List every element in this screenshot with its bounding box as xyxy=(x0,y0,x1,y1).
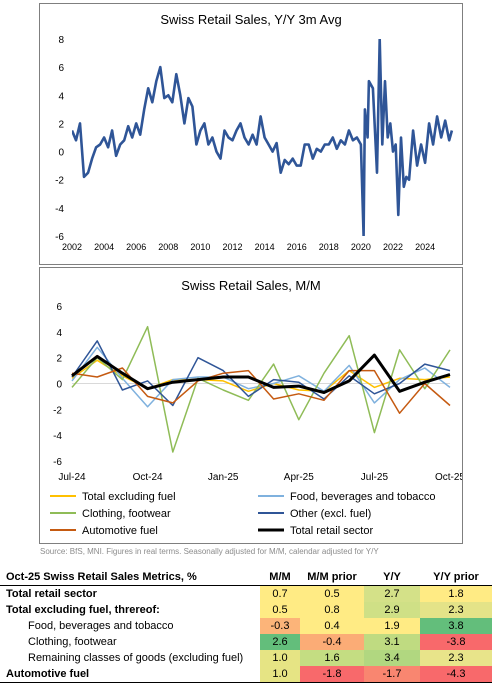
x-tick-label: 2018 xyxy=(319,242,339,252)
y-tick-label: 4 xyxy=(58,91,64,102)
table-cell: 2.7 xyxy=(364,585,420,602)
legend-label: Food, beverages and tobacco xyxy=(290,491,436,503)
series-line-4 xyxy=(71,367,451,414)
x-tick-label: 2008 xyxy=(158,242,178,252)
y-tick-label: -6 xyxy=(55,232,64,243)
x-tick-label: Jul-25 xyxy=(361,472,389,483)
x-tick-label: 2004 xyxy=(94,242,114,252)
table-cell: 2.9 xyxy=(364,602,420,618)
table-cell: 2.3 xyxy=(420,650,492,666)
row-label: Total excluding fuel, threreof: xyxy=(6,604,160,616)
series-line-2 xyxy=(71,325,451,453)
mm-chart-panel: Swiss Retail Sales, M/M 6 4 2 0 -2 -4 -6 Jul-2… xyxy=(39,267,465,544)
legend-label: Total excluding fuel xyxy=(82,491,176,503)
table-cell: 0.5 xyxy=(260,602,300,618)
table-cell: 1.9 xyxy=(364,618,420,634)
y-tick-label: -2 xyxy=(53,405,62,416)
chart-title: Swiss Retail Sales, Y/Y 3m Avg xyxy=(160,12,341,27)
table-cell: -1.7 xyxy=(364,666,420,683)
metrics-table: Oct-25 Swiss Retail Sales Metrics, % M/M… xyxy=(0,569,492,683)
table-row: Food, beverages and tobacco -0.3 0.4 1.9 3.8 xyxy=(0,618,492,634)
legend-label: Other (excl. fuel) xyxy=(290,508,371,520)
table-cell: -0.4 xyxy=(300,634,364,650)
yy-chart-panel: Swiss Retail Sales, Y/Y 3m Avg 8 6 4 2 0 -2 -4… xyxy=(39,3,463,265)
column-header: Y/Y prior xyxy=(420,569,492,586)
x-tick-label: 2016 xyxy=(287,242,307,252)
column-header: M/M xyxy=(260,569,300,586)
series-line-5 xyxy=(71,353,451,394)
table-cell: -4.3 xyxy=(420,666,492,683)
row-label: Automotive fuel xyxy=(0,666,260,683)
table-row: Clothing, footwear 2.6 -0.4 3.1 -3.8 xyxy=(0,634,492,650)
table-cell: -0.3 xyxy=(260,618,300,634)
legend-label: Clothing, footwear xyxy=(82,508,171,520)
x-tick-label: Jul-24 xyxy=(58,472,86,483)
x-tick-label: 2022 xyxy=(383,242,403,252)
x-tick-label: 2012 xyxy=(222,242,242,252)
legend-label: Total retail sector xyxy=(290,525,373,537)
table-cell: 1.0 xyxy=(260,666,300,683)
y-tick-label: -2 xyxy=(55,176,64,187)
chart-title: Swiss Retail Sales, M/M xyxy=(181,278,320,293)
x-tick-label: 2014 xyxy=(255,242,275,252)
mm-chart: Swiss Retail Sales, M/M 6 4 2 0 -2 -4 -6 Jul-2… xyxy=(50,278,465,537)
y-tick-label: 0 xyxy=(56,380,62,391)
y-tick-label: 8 xyxy=(58,35,64,46)
column-header: M/M prior xyxy=(300,569,364,586)
source-note: Source: BfS, MNI. Figures in real terms.… xyxy=(40,547,379,556)
y-tick-label: -4 xyxy=(53,431,62,442)
table-row: Remaining classes of goods (excluding fu… xyxy=(0,650,492,666)
table-row: Total excluding fuel, threreof: 0.5 0.8 2.9… xyxy=(0,602,492,618)
table-cell: 3.8 xyxy=(420,618,492,634)
y-tick-label: 0 xyxy=(58,148,64,159)
y-tick-label: 2 xyxy=(58,119,64,130)
x-tick-label: 2020 xyxy=(351,242,371,252)
y-tick-label: -6 xyxy=(53,457,62,468)
row-label: Clothing, footwear xyxy=(28,636,117,648)
table-title: Oct-25 Swiss Retail Sales Metrics, % xyxy=(0,569,260,586)
table-cell: -3.8 xyxy=(420,634,492,650)
table-cell: 0.8 xyxy=(300,602,364,618)
x-tick-label: Apr-25 xyxy=(284,472,314,483)
table-cell: 1.8 xyxy=(420,585,492,602)
legend-label: Automotive fuel xyxy=(82,525,158,537)
table-cell: 0.5 xyxy=(300,585,364,602)
table-header: Oct-25 Swiss Retail Sales Metrics, % M/M… xyxy=(0,569,492,586)
series-line-retail-yy xyxy=(72,39,454,236)
yy-chart: Swiss Retail Sales, Y/Y 3m Avg 8 6 4 2 0 -2 -4… xyxy=(55,12,454,252)
table-cell: 0.4 xyxy=(300,618,364,634)
table-cell: 0.7 xyxy=(260,585,300,602)
table-cell: 3.4 xyxy=(364,650,420,666)
y-tick-label: -4 xyxy=(55,204,64,215)
x-tick-label: 2006 xyxy=(126,242,146,252)
table-row: Total retail sector 0.7 0.5 2.7 1.8 xyxy=(0,585,492,602)
table-cell: 1.0 xyxy=(260,650,300,666)
table-cell: 2.3 xyxy=(420,602,492,618)
table-row: Automotive fuel 1.0 -1.8 -1.7 -4.3 xyxy=(0,666,492,683)
x-tick-label: Oct-25 xyxy=(435,472,462,483)
table-cell: 1.6 xyxy=(300,650,364,666)
x-tick-label: Jan-25 xyxy=(208,472,239,483)
row-label: Remaining classes of goods (excluding fu… xyxy=(28,652,244,664)
y-tick-label: 6 xyxy=(58,63,64,74)
y-tick-label: 6 xyxy=(56,302,62,313)
y-tick-label: 4 xyxy=(56,328,62,339)
x-tick-label: Oct-24 xyxy=(133,472,163,483)
y-tick-label: 2 xyxy=(56,354,62,365)
column-header: Y/Y xyxy=(364,569,420,586)
table-cell: 2.6 xyxy=(260,634,300,650)
series-line-3 xyxy=(71,340,451,407)
table-cell: -1.8 xyxy=(300,666,364,683)
table-cell: 3.1 xyxy=(364,634,420,650)
row-label: Total retail sector xyxy=(6,588,97,600)
x-tick-label: 2002 xyxy=(62,242,82,252)
x-tick-label: 2024 xyxy=(415,242,435,252)
row-label: Food, beverages and tobacco xyxy=(28,620,174,632)
x-tick-label: 2010 xyxy=(190,242,210,252)
